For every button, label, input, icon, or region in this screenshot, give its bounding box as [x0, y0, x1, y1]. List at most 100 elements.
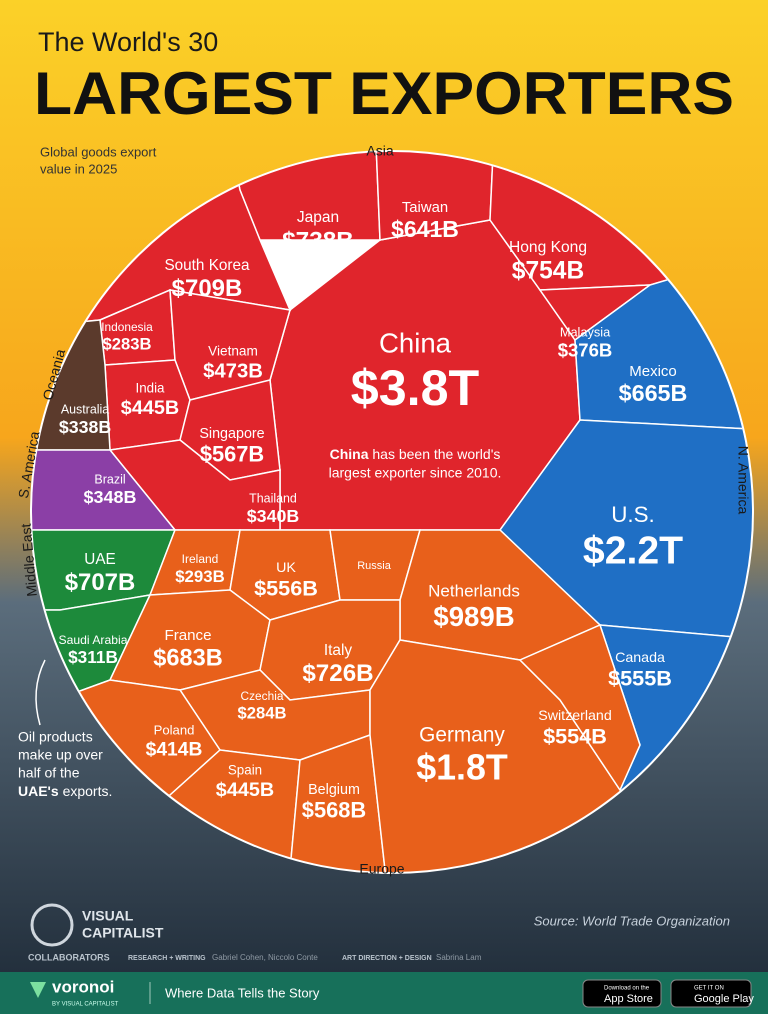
collaborators: COLLABORATORS: [28, 952, 110, 962]
country-name: Singapore: [199, 426, 264, 442]
country-name: Italy: [324, 642, 353, 659]
logo-sub: BY VISUAL CAPITALIST: [52, 1002, 119, 1008]
brand: CAPITALIST: [82, 925, 164, 941]
country-value: $554B: [543, 723, 607, 748]
country-value: $445B: [121, 397, 179, 419]
country-value: $283B: [103, 334, 152, 353]
country-name: Saudi Arabia: [59, 633, 128, 647]
country-name: Malaysia: [560, 324, 611, 339]
country-value: $709B: [172, 275, 243, 302]
credit-names: Sabrina Lam: [436, 953, 482, 962]
region-label: Middle East: [18, 523, 40, 597]
country-name: Czechia: [241, 689, 284, 703]
country-name: UAE: [84, 551, 115, 568]
country-value: $707B: [65, 569, 136, 596]
country-name: Poland: [154, 722, 195, 737]
country-name: South Korea: [164, 257, 250, 274]
country-value: $641B: [391, 216, 459, 242]
title: LARGEST EXPORTERS: [34, 60, 734, 127]
cell: [518, 623, 641, 792]
note-arrow: [35, 659, 46, 726]
country-value: $376B: [558, 340, 613, 361]
country-value: $683B: [153, 645, 223, 671]
google-play-button[interactable]: GET IT ON Google Play: [670, 979, 754, 1008]
uae-note: make up over: [18, 747, 103, 763]
country-name: Switzerland: [538, 708, 612, 724]
country-name: India: [135, 381, 165, 396]
button-big[interactable]: App Store: [604, 993, 653, 1005]
brand: VISUAL: [82, 908, 134, 924]
credit-label: ART DIRECTION + DESIGN: [342, 955, 432, 962]
app-store-button[interactable]: Download on the App Store: [582, 979, 662, 1008]
china-note: largest exporter since 2010.: [329, 465, 502, 481]
voronoi-logo: [30, 982, 46, 998]
uae-note: Oil products: [18, 729, 93, 745]
cell: [369, 639, 702, 872]
cell: [32, 749, 301, 872]
button-bg[interactable]: [670, 979, 752, 1008]
country-name: Mexico: [629, 363, 677, 380]
country-name: Thailand: [249, 491, 297, 505]
country-value: $293B: [175, 567, 225, 586]
button-small[interactable]: Download on the: [604, 986, 650, 992]
country-value: $445B: [216, 779, 274, 801]
country-value: $555B: [608, 665, 672, 690]
country-value: $1.8T: [416, 747, 508, 787]
button-big[interactable]: Google Play: [694, 993, 754, 1005]
uae-note: half of the: [18, 765, 80, 781]
country-name: Canada: [615, 650, 665, 666]
country-name: Netherlands: [428, 581, 520, 600]
country-name: France: [164, 627, 211, 644]
country-value: $473B: [203, 361, 263, 383]
note-bold: UAE's: [18, 783, 59, 799]
country-name: Brazil: [94, 472, 125, 486]
country-value: $2.2T: [583, 529, 683, 572]
country-value: $348B: [84, 487, 137, 507]
country-value: $567B: [200, 441, 264, 466]
country-value: $3.8T: [351, 360, 480, 416]
country-name: Ireland: [182, 552, 219, 566]
country-name: Russia: [357, 560, 392, 572]
note-bold: China: [330, 446, 369, 462]
country-name: UK: [276, 560, 296, 576]
note-text: has been the world's: [369, 446, 501, 462]
title-small: The World's 30: [38, 27, 218, 57]
subtitle: value in 2025: [40, 161, 117, 176]
button-small[interactable]: GET IT ON: [694, 986, 724, 992]
country-value: $568B: [302, 798, 366, 823]
country-name: U.S.: [611, 502, 655, 527]
country-value: $754B: [512, 258, 584, 285]
country-name: Indonesia: [101, 320, 153, 334]
region-label: Asia: [366, 143, 393, 159]
country-value: $284B: [238, 704, 287, 723]
button-bg[interactable]: [582, 979, 662, 1008]
credit-label: RESEARCH + WRITING: [128, 955, 206, 962]
country-name: Vietnam: [208, 344, 258, 359]
country-value: $738B: [282, 227, 354, 254]
country-value: $989B: [433, 601, 514, 632]
subtitle: Global goods export: [40, 144, 157, 159]
country-value: $311B: [68, 647, 118, 667]
uae-note: UAE's exports.: [18, 783, 112, 799]
country-name: Belgium: [308, 782, 360, 798]
country-name: Spain: [228, 763, 262, 778]
country-name: Australia: [61, 402, 109, 416]
country-value: $340B: [247, 506, 300, 526]
country-value: $665B: [619, 380, 688, 406]
country-name: Hong Kong: [509, 239, 587, 256]
note-text: exports.: [59, 783, 113, 799]
region-label: Europe: [359, 861, 404, 877]
logo-text: voronoi: [52, 977, 114, 996]
country-value: $338B: [59, 417, 112, 437]
china-note: China has been the world's: [330, 446, 501, 462]
source: Source: World Trade Organization: [534, 913, 730, 928]
country-value: $556B: [254, 575, 318, 600]
brand-logo: [30, 903, 74, 947]
country-name: Germany: [419, 724, 505, 747]
country-name: China: [379, 327, 452, 358]
country-name: Japan: [297, 209, 339, 226]
credit-names: Gabriel Cohen, Niccolo Conte: [212, 953, 318, 962]
country-name: Taiwan: [402, 200, 448, 216]
labels: AsiaChina$3.8TJapan$738BTaiwan$641BHong …: [15, 143, 751, 877]
